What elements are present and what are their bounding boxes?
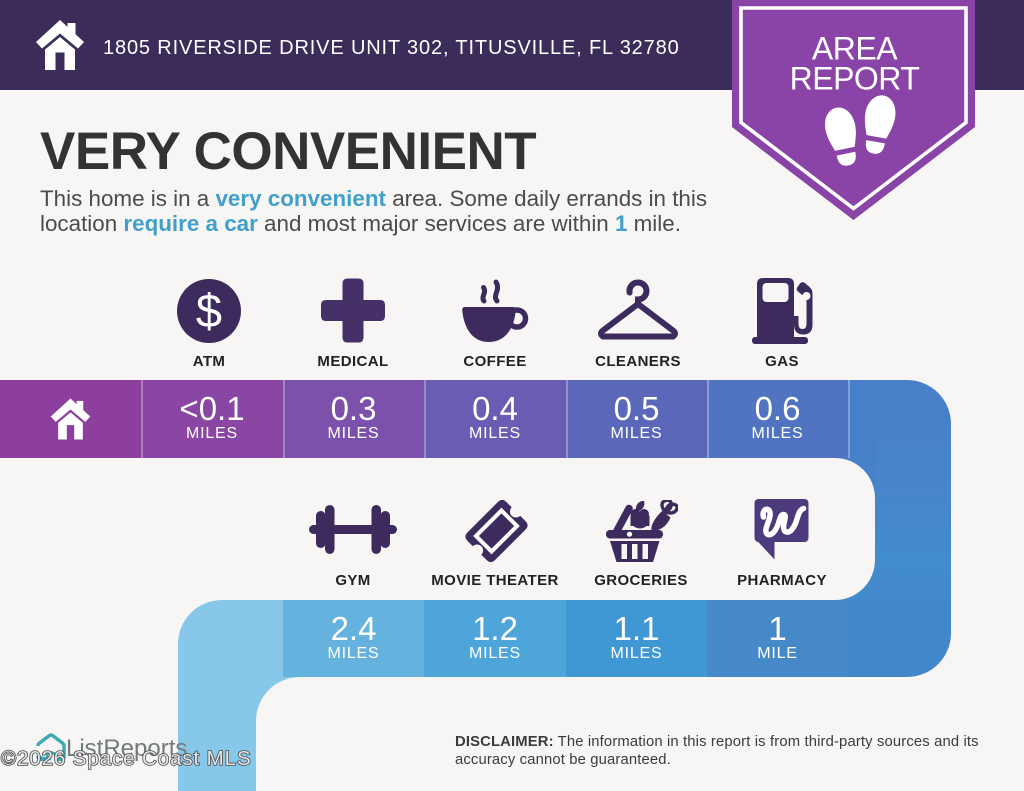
svg-text:AREA: AREA [812, 31, 898, 67]
svg-text:REPORT: REPORT [790, 61, 920, 97]
svg-text:©2026 Space Coast MLS: ©2026 Space Coast MLS [1, 747, 252, 770]
svg-text:ListReports: ListReports [66, 735, 187, 762]
svg-text:$: $ [196, 284, 222, 337]
